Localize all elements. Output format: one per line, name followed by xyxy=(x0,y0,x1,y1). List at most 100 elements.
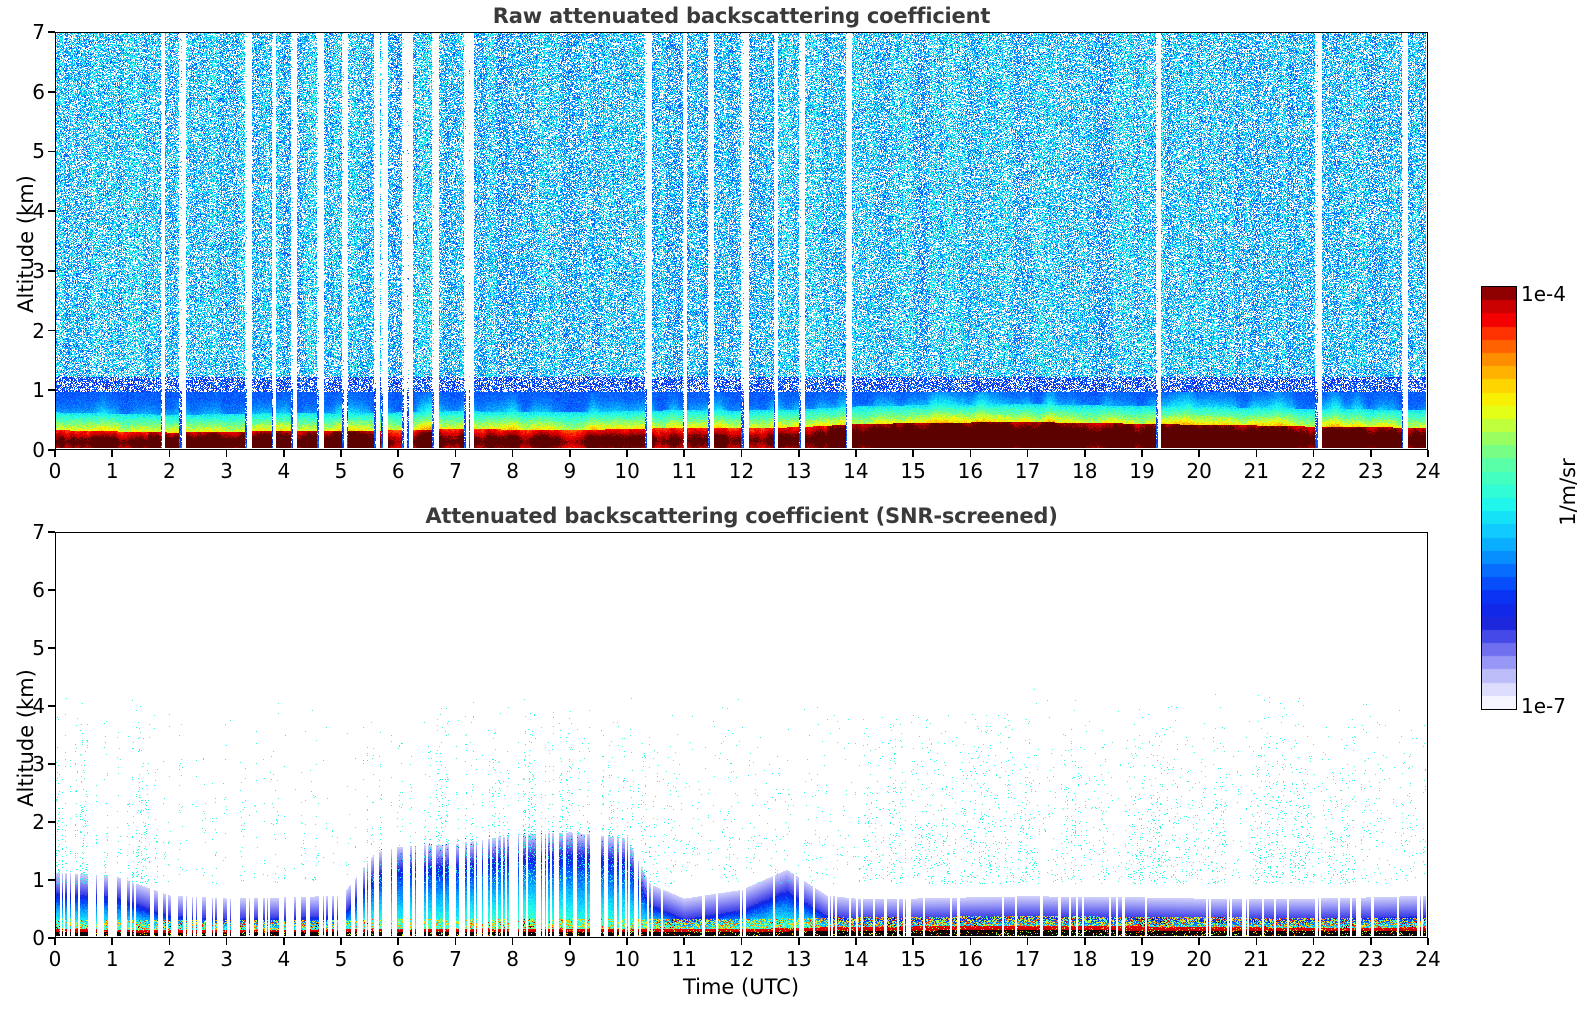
heatmap-canvas-screened xyxy=(56,533,1426,936)
y-tick-raw-6 xyxy=(48,90,55,93)
x-tick-label-raw-9: 9 xyxy=(563,459,577,483)
x-tick-label-raw-2: 2 xyxy=(163,459,176,483)
x-tick-raw-5 xyxy=(340,450,342,457)
x-tick-label-screened-15: 15 xyxy=(900,947,926,971)
x-tick-label-raw-7: 7 xyxy=(449,459,462,483)
x-tick-label-screened-5: 5 xyxy=(334,947,348,971)
y-tick-raw-1 xyxy=(48,389,55,392)
x-tick-screened-6 xyxy=(397,938,400,945)
x-tick-raw-11 xyxy=(683,450,686,457)
colorbar xyxy=(1481,286,1517,710)
x-tick-label-screened-23: 23 xyxy=(1358,947,1384,971)
x-tick-raw-14 xyxy=(855,450,857,457)
x-tick-raw-24 xyxy=(1427,450,1429,457)
colorbar-max-label: 1e-4 xyxy=(1521,282,1566,306)
x-tick-label-screened-0: 0 xyxy=(48,947,62,971)
y-tick-raw-3 xyxy=(48,270,55,272)
x-tick-screened-5 xyxy=(340,938,342,945)
x-tick-raw-13 xyxy=(797,450,800,457)
x-tick-raw-9 xyxy=(569,450,571,457)
x-tick-label-screened-17: 17 xyxy=(1014,947,1041,971)
heatmap-panel-screened xyxy=(55,532,1428,938)
x-tick-label-raw-15: 15 xyxy=(900,459,926,483)
x-tick-label-screened-22: 22 xyxy=(1300,947,1327,971)
x-tick-screened-15 xyxy=(912,938,914,945)
x-tick-raw-23 xyxy=(1369,450,1372,457)
colorbar-min-label: 1e-7 xyxy=(1521,694,1566,718)
x-tick-screened-8 xyxy=(511,938,514,945)
x-tick-screened-11 xyxy=(683,938,686,945)
x-axis-label-time: Time (UTC) xyxy=(682,975,800,999)
panel-title-screened: Attenuated backscattering coefficient (S… xyxy=(425,504,1058,528)
x-tick-screened-19 xyxy=(1141,938,1143,945)
y-tick-raw-4 xyxy=(48,210,55,212)
x-tick-raw-15 xyxy=(912,450,914,457)
x-tick-screened-21 xyxy=(1255,938,1258,945)
x-tick-raw-8 xyxy=(511,450,514,457)
heatmap-canvas-raw xyxy=(56,33,1426,448)
x-tick-label-screened-14: 14 xyxy=(843,947,869,971)
x-tick-raw-4 xyxy=(283,450,285,457)
x-tick-screened-2 xyxy=(168,938,171,945)
x-tick-label-screened-24: 24 xyxy=(1415,947,1441,971)
x-tick-raw-6 xyxy=(397,450,400,457)
x-tick-raw-3 xyxy=(225,450,228,457)
y-tick-screened-5 xyxy=(48,647,55,649)
y-tick-label-screened-5: 5 xyxy=(32,636,45,660)
x-tick-screened-10 xyxy=(626,938,628,945)
x-tick-raw-17 xyxy=(1026,450,1029,457)
x-tick-label-raw-1: 1 xyxy=(105,459,119,483)
y-tick-screened-0 xyxy=(48,937,55,939)
y-tick-raw-7 xyxy=(48,31,55,33)
x-tick-label-raw-12: 12 xyxy=(728,459,755,483)
x-tick-label-raw-18: 18 xyxy=(1072,459,1098,483)
x-tick-screened-13 xyxy=(797,938,800,945)
y-tick-label-raw-4: 4 xyxy=(32,199,45,224)
x-tick-screened-20 xyxy=(1198,938,1200,945)
y-axis-label-raw: Altitude (km) xyxy=(14,175,38,313)
colorbar-title: 1/m/sr xyxy=(1556,458,1580,526)
x-tick-label-screened-13: 13 xyxy=(785,947,812,971)
x-tick-label-raw-22: 22 xyxy=(1300,459,1327,483)
x-tick-screened-24 xyxy=(1427,938,1429,945)
x-tick-screened-3 xyxy=(225,938,228,945)
x-tick-label-screened-11: 11 xyxy=(671,947,698,971)
x-tick-label-raw-14: 14 xyxy=(843,459,869,483)
x-tick-screened-18 xyxy=(1083,938,1086,945)
y-tick-label-raw-5: 5 xyxy=(32,139,45,164)
y-tick-label-screened-2: 2 xyxy=(32,810,45,834)
x-tick-label-raw-0: 0 xyxy=(48,459,62,483)
y-tick-label-raw-2: 2 xyxy=(32,318,45,343)
y-axis-label-screened: Altitude (km) xyxy=(14,669,38,807)
y-tick-raw-2 xyxy=(48,329,55,332)
x-tick-label-raw-17: 17 xyxy=(1014,459,1041,483)
x-tick-raw-19 xyxy=(1141,450,1143,457)
x-tick-raw-12 xyxy=(740,450,743,457)
x-tick-label-raw-20: 20 xyxy=(1186,459,1212,483)
x-tick-label-screened-9: 9 xyxy=(563,947,577,971)
y-tick-label-screened-7: 7 xyxy=(32,520,45,544)
x-tick-screened-23 xyxy=(1369,938,1372,945)
x-tick-raw-10 xyxy=(626,450,628,457)
x-tick-raw-18 xyxy=(1083,450,1086,457)
heatmap-panel-raw xyxy=(55,32,1428,450)
x-tick-screened-0 xyxy=(54,938,56,945)
y-tick-label-screened-4: 4 xyxy=(32,694,45,718)
x-tick-raw-1 xyxy=(111,450,113,457)
y-tick-screened-6 xyxy=(48,589,55,591)
y-tick-label-raw-3: 3 xyxy=(32,258,45,283)
y-tick-label-raw-0: 0 xyxy=(32,438,45,462)
x-tick-label-raw-4: 4 xyxy=(277,459,291,483)
x-tick-raw-22 xyxy=(1312,450,1315,457)
y-tick-label-screened-6: 6 xyxy=(32,578,45,602)
x-tick-label-raw-19: 19 xyxy=(1129,459,1155,483)
panel-title-raw: Raw attenuated backscattering coefficien… xyxy=(492,4,991,28)
x-tick-screened-16 xyxy=(969,938,972,945)
x-tick-label-raw-3: 3 xyxy=(220,459,233,483)
x-tick-raw-2 xyxy=(168,450,171,457)
x-tick-label-raw-8: 8 xyxy=(506,459,520,483)
y-tick-label-screened-3: 3 xyxy=(32,752,45,776)
y-tick-raw-5 xyxy=(48,150,55,153)
x-tick-label-screened-6: 6 xyxy=(391,947,405,971)
x-tick-screened-4 xyxy=(283,938,285,945)
